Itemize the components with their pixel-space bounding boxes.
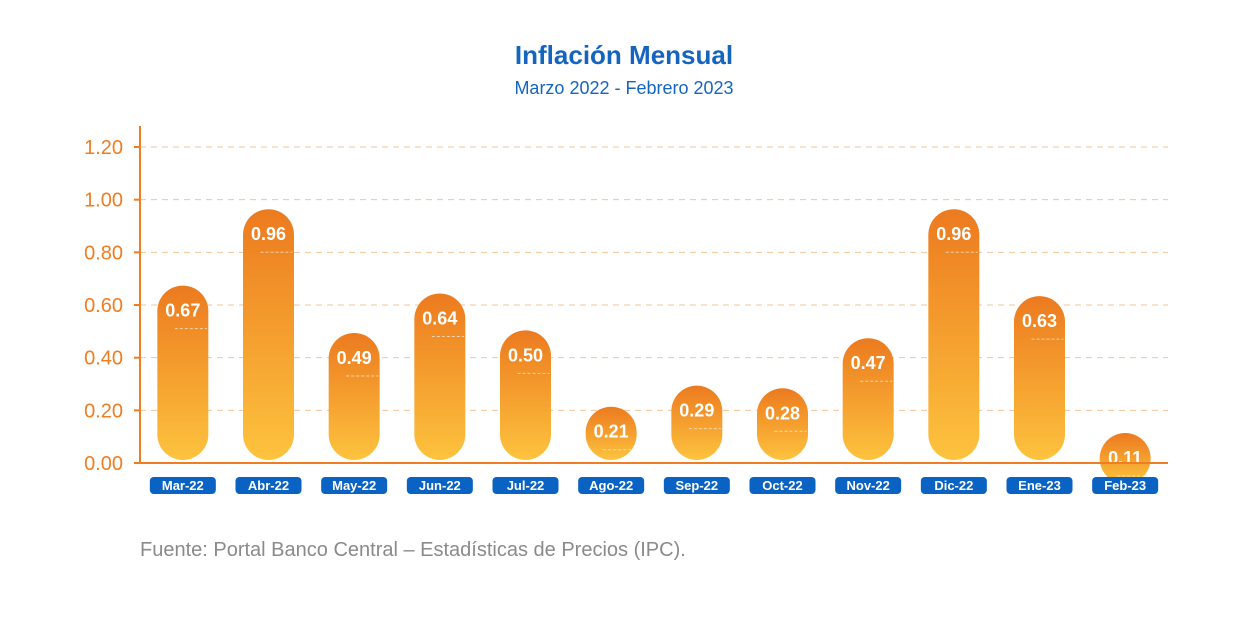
y-tick-label: 0.60 — [84, 295, 123, 317]
bar-value-label: 0.47 — [851, 353, 886, 373]
bar-value-label: 0.67 — [165, 301, 200, 321]
x-category-label: Sep-22 — [676, 478, 719, 493]
chart-title: Inflación Mensual — [515, 40, 733, 70]
bar-value-label: 0.21 — [594, 422, 629, 442]
x-category-label: Feb-23 — [1104, 478, 1146, 493]
bar-value-label: 0.28 — [765, 403, 800, 423]
x-category-pill — [749, 477, 816, 494]
grid-lines — [140, 146, 1168, 411]
bar — [328, 332, 380, 460]
x-category-pill — [835, 477, 902, 494]
x-category-label: Jul-22 — [507, 478, 545, 493]
x-category-pill — [920, 477, 987, 494]
x-category-label: Ago-22 — [589, 478, 633, 493]
x-category-label: Dic-22 — [934, 478, 973, 493]
bar-group: 0.47 — [842, 338, 894, 460]
bar-group: 0.50 — [500, 330, 551, 460]
bar-group: 0.67 — [157, 285, 209, 460]
chart-subtitle: Marzo 2022 - Febrero 2023 — [514, 78, 733, 98]
bar-group: 0.63 — [1014, 296, 1065, 460]
bar-group: 0.11 — [1099, 433, 1151, 485]
x-category-pill — [578, 477, 645, 494]
bar — [1014, 296, 1065, 460]
x-category-label: Abr-22 — [248, 478, 289, 493]
bar — [157, 285, 209, 460]
y-tick-label: 0.40 — [84, 348, 123, 370]
bar-value-label: 0.64 — [422, 308, 457, 328]
x-category-pill — [663, 477, 730, 494]
x-category-label: Oct-22 — [762, 478, 802, 493]
bar — [842, 338, 894, 460]
bar — [585, 406, 637, 460]
bar-group: 0.49 — [328, 332, 380, 460]
bar — [500, 330, 551, 460]
bars: 0.67 0.96 0.49 0.64 0.50 0.21 0.29 0.28 0.47 0.96… — [157, 209, 1151, 485]
x-category-pill — [406, 477, 473, 494]
bar-value-label: 0.29 — [679, 401, 714, 421]
bar-value-label: 0.96 — [936, 224, 971, 244]
y-tick-label: 0.00 — [84, 453, 123, 475]
x-category-label: Nov-22 — [846, 478, 889, 493]
x-category-label: Ene-23 — [1018, 478, 1061, 493]
x-category-pill — [492, 477, 559, 494]
bar — [1099, 433, 1151, 485]
x-category-pill — [235, 477, 302, 494]
x-category-label: Mar-22 — [162, 478, 204, 493]
bar-group: 0.21 — [585, 406, 637, 460]
x-category-pill — [149, 477, 216, 494]
x-category-label: May-22 — [332, 478, 376, 493]
y-tick-label: 0.20 — [84, 400, 123, 422]
y-axis-ticks: 0.00 0.20 0.40 0.60 0.80 1.00 1.20 — [84, 137, 140, 475]
bar-group: 0.96 — [243, 209, 294, 460]
y-tick-label: 1.20 — [84, 137, 123, 159]
bar-group: 0.28 — [757, 388, 808, 460]
bar — [243, 209, 294, 460]
bar-value-label: 0.49 — [337, 348, 372, 368]
bar — [671, 385, 723, 460]
y-tick-label: 0.80 — [84, 242, 123, 264]
x-category-pill — [1092, 477, 1159, 494]
bar-value-label: 0.63 — [1022, 311, 1057, 331]
bar — [757, 388, 808, 460]
y-tick-label: 1.00 — [84, 190, 123, 212]
source-note: Fuente: Portal Banco Central – Estadísti… — [140, 539, 686, 561]
bar-value-label: 0.96 — [251, 224, 286, 244]
x-category-label: Jun-22 — [419, 478, 461, 493]
x-axis-labels: Mar-22 Abr-22 May-22 Jun-22 Jul-22 Ago-22 Sep-… — [149, 477, 1159, 494]
x-category-pill — [321, 477, 388, 494]
axes — [139, 126, 1168, 464]
bar — [414, 293, 466, 460]
bar-value-label: 0.11 — [1108, 448, 1142, 468]
bar-group: 0.96 — [928, 209, 980, 460]
bar-group: 0.29 — [671, 385, 723, 460]
bar — [928, 209, 980, 460]
x-category-pill — [1006, 477, 1073, 494]
bar-group: 0.64 — [414, 293, 466, 460]
bar-value-label: 0.50 — [508, 345, 543, 365]
